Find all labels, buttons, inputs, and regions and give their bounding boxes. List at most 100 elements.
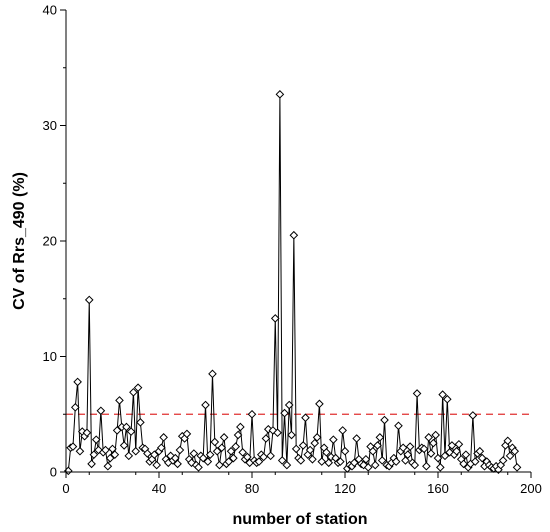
x-tick-label: 160 bbox=[427, 481, 449, 496]
data-point bbox=[75, 446, 85, 456]
data-point bbox=[431, 430, 440, 440]
data-point bbox=[363, 463, 373, 472]
data-point bbox=[317, 457, 327, 466]
series-line bbox=[67, 94, 518, 471]
data-point bbox=[170, 453, 180, 463]
data-point bbox=[419, 444, 429, 454]
data-point bbox=[447, 441, 457, 450]
data-point bbox=[454, 439, 464, 449]
data-point bbox=[438, 390, 447, 399]
data-point bbox=[129, 387, 138, 397]
data-point bbox=[215, 460, 224, 470]
data-point bbox=[401, 456, 410, 465]
data-point bbox=[436, 463, 445, 472]
data-point bbox=[122, 422, 131, 432]
data-point bbox=[201, 400, 210, 410]
data-point bbox=[261, 434, 271, 443]
data-point bbox=[268, 426, 278, 435]
data-point bbox=[217, 443, 227, 453]
data-point bbox=[361, 454, 371, 464]
data-point bbox=[352, 434, 361, 443]
data-point bbox=[231, 442, 241, 451]
data-point bbox=[89, 450, 99, 459]
data-point bbox=[340, 446, 350, 456]
data-point bbox=[233, 430, 243, 440]
data-point bbox=[208, 369, 217, 379]
data-point bbox=[115, 396, 124, 405]
y-tick-label: 40 bbox=[43, 3, 57, 18]
y-tick-label: 0 bbox=[50, 465, 57, 480]
data-point bbox=[470, 457, 480, 466]
data-point bbox=[150, 450, 159, 459]
data-point bbox=[126, 427, 136, 436]
data-points-layer bbox=[64, 90, 522, 476]
y-tick-label: 20 bbox=[43, 234, 57, 249]
data-point bbox=[405, 442, 415, 451]
data-point bbox=[412, 389, 422, 398]
data-point bbox=[82, 428, 92, 438]
y-tick-label: 30 bbox=[43, 118, 57, 133]
data-point bbox=[70, 403, 80, 412]
data-point bbox=[236, 422, 245, 432]
data-point bbox=[326, 452, 336, 462]
data-point bbox=[510, 446, 520, 456]
data-point bbox=[73, 377, 82, 387]
tick-labels: 0 40 80 120 160 200 0 10 20 30 40 bbox=[43, 3, 542, 497]
data-point bbox=[291, 444, 301, 454]
x-tick-label: 40 bbox=[152, 481, 166, 496]
x-tick-label: 120 bbox=[334, 481, 356, 496]
data-point bbox=[133, 383, 143, 392]
data-point bbox=[189, 449, 199, 458]
data-point bbox=[203, 457, 213, 466]
data-point bbox=[391, 457, 401, 466]
data-point bbox=[101, 445, 110, 455]
data-point bbox=[398, 443, 408, 453]
data-point bbox=[370, 460, 380, 470]
data-point bbox=[280, 408, 289, 418]
data-point bbox=[336, 457, 345, 466]
data-point bbox=[426, 449, 436, 458]
data-point bbox=[312, 433, 322, 442]
data-point bbox=[124, 451, 134, 461]
data-point bbox=[424, 433, 434, 442]
data-point bbox=[247, 409, 257, 419]
data-point bbox=[84, 295, 94, 305]
data-point bbox=[270, 314, 280, 323]
data-point bbox=[289, 230, 299, 240]
data-point bbox=[152, 460, 161, 470]
data-point bbox=[68, 442, 78, 451]
data-point bbox=[505, 451, 515, 461]
data-point bbox=[182, 429, 192, 439]
data-point bbox=[394, 421, 403, 431]
data-point bbox=[205, 450, 215, 459]
data-point bbox=[284, 400, 294, 410]
data-point bbox=[403, 450, 413, 459]
data-point bbox=[422, 461, 431, 471]
data-point bbox=[373, 441, 382, 450]
data-point bbox=[226, 446, 236, 456]
data-point bbox=[219, 433, 229, 442]
data-point bbox=[194, 463, 203, 472]
data-point bbox=[108, 444, 117, 454]
data-point bbox=[452, 446, 461, 456]
data-point bbox=[440, 451, 450, 461]
data-point bbox=[287, 430, 296, 440]
data-point bbox=[282, 460, 292, 470]
data-point bbox=[475, 446, 485, 456]
data-point bbox=[275, 90, 285, 99]
data-point bbox=[308, 454, 317, 464]
data-point bbox=[136, 418, 145, 427]
data-point bbox=[131, 446, 141, 456]
data-point bbox=[305, 445, 315, 455]
data-point bbox=[112, 426, 122, 435]
data-point bbox=[310, 438, 320, 448]
data-point bbox=[87, 459, 96, 469]
data-point bbox=[329, 435, 338, 444]
y-axis-label: CV of Rrs_490 (%) bbox=[11, 172, 28, 310]
data-point bbox=[243, 452, 252, 462]
data-point bbox=[410, 460, 420, 470]
data-point bbox=[461, 450, 471, 459]
data-point bbox=[212, 446, 222, 456]
data-point bbox=[143, 449, 152, 458]
data-point bbox=[175, 445, 185, 455]
